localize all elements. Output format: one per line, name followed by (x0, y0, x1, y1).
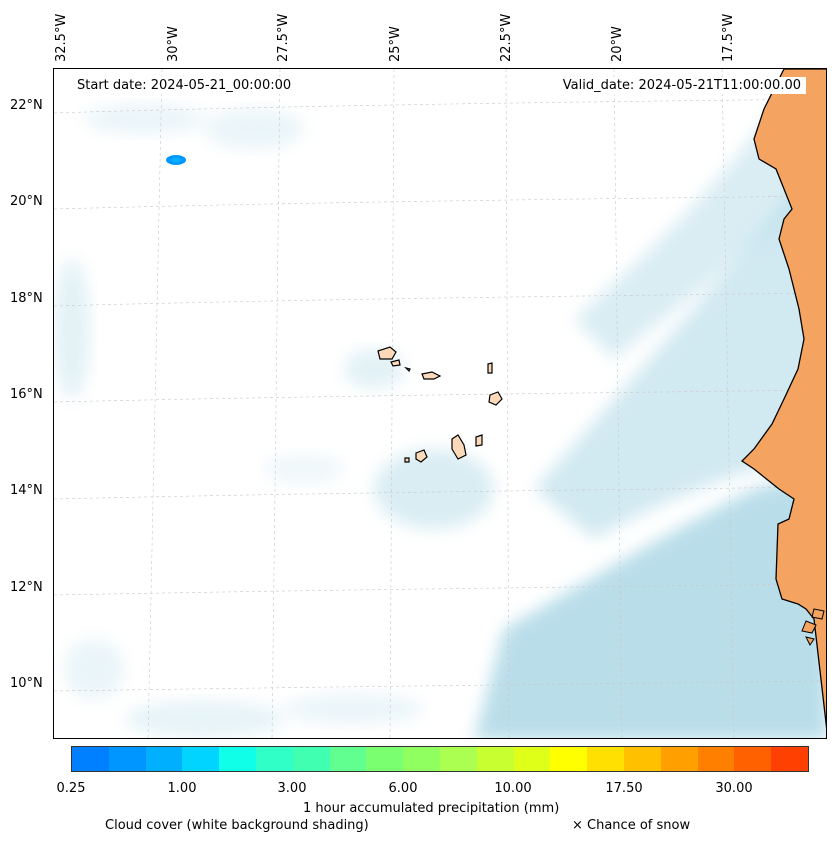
map-svg (54, 69, 826, 738)
lat-label-20n: 20°N (10, 194, 43, 209)
colorbar-cell (145, 747, 183, 771)
cloud-cover-legend: Cloud cover (white background shading) (105, 818, 369, 833)
graticule (54, 69, 826, 738)
colorbar-tick: 17.50 (605, 781, 643, 796)
colorbar-cell (771, 747, 808, 771)
colorbar-cell (476, 747, 514, 771)
colorbar-cell (108, 747, 146, 771)
colorbar-cell (366, 747, 404, 771)
island-brava (404, 457, 410, 463)
colorbar-cell (660, 747, 698, 771)
colorbar-tick: 30.00 (715, 781, 753, 796)
colorbar-cell (182, 747, 220, 771)
lat-label-10n: 10°N (10, 676, 43, 691)
colorbar-cell (72, 747, 109, 771)
colorbar-cell (219, 747, 256, 771)
lon-label-32-5w: 32.5°W (54, 13, 69, 62)
island-fogo (415, 449, 428, 463)
island-sao-vicente (390, 359, 401, 367)
lat-label-16n: 16°N (10, 387, 43, 402)
lon-label-22-5w: 22.5°W (499, 13, 514, 62)
start-date-label: Start date: 2024-05-21_00:00:00 (72, 77, 297, 94)
lon-label-20w: 20°W (610, 26, 625, 62)
map-canvas[interactable]: Start date: 2024-05-21_00:00:00 Valid_da… (53, 68, 827, 739)
colorbar-cell (734, 747, 772, 771)
snow-legend: × Chance of snow (572, 818, 691, 833)
precipitation-cell-core (171, 157, 181, 163)
lon-label-30w: 30°W (166, 26, 181, 62)
lon-label-27-5w: 27.5°W (276, 13, 291, 62)
colorbar-tick: 6.00 (388, 781, 418, 796)
cloud-cover-layer (54, 89, 826, 738)
island-santa-luzia (404, 366, 411, 373)
lat-label-18n: 18°N (10, 291, 43, 306)
colorbar-cell (550, 747, 588, 771)
colorbar-cell (255, 747, 293, 771)
valid-date-label: Valid_date: 2024-05-21T11:00:00.00 (557, 77, 806, 94)
colorbar-cell (513, 747, 551, 771)
island-santiago (451, 434, 467, 460)
colorbar-cell (329, 747, 367, 771)
island-santo-antao (377, 346, 397, 360)
cape-verde-islands (377, 346, 503, 463)
lat-label-22n: 22°N (10, 98, 43, 113)
island-sal (487, 362, 493, 374)
coastal-islands (801, 608, 825, 646)
lat-label-14n: 14°N (10, 483, 43, 498)
colorbar-cell (439, 747, 477, 771)
colorbar-cell (697, 747, 735, 771)
colorbar-tick: 1.00 (167, 781, 197, 796)
island-maio (475, 434, 483, 447)
colorbar-tick: 3.00 (277, 781, 307, 796)
lat-label-12n: 12°N (10, 580, 43, 595)
island-sao-nicolau (421, 371, 442, 380)
colorbar-cell (292, 747, 330, 771)
colorbar-cell (623, 747, 661, 771)
african-mainland (740, 69, 826, 729)
colorbar-tick: 10.00 (494, 781, 532, 796)
colorbar-tick: 0.25 (56, 781, 86, 796)
lon-label-25w: 25°W (388, 26, 403, 62)
colorbar-cell (403, 747, 440, 771)
lon-label-17-5w: 17.5°W (721, 13, 736, 62)
colorbar-label: 1 hour accumulated precipitation (mm) (303, 801, 560, 816)
precipitation-colorbar (71, 746, 809, 772)
island-boa-vista (488, 391, 503, 406)
colorbar-cell (587, 747, 624, 771)
